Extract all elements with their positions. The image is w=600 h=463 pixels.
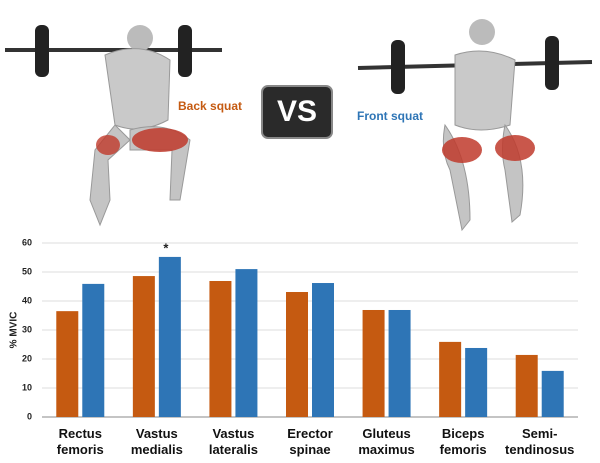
bar	[82, 283, 105, 417]
legend-entry: Front squat	[357, 109, 423, 123]
y-tick-label: 40	[22, 295, 32, 305]
vs-label: VS	[277, 95, 317, 128]
vs-box	[261, 85, 333, 139]
annotation: *	[163, 240, 169, 255]
bar	[56, 311, 79, 417]
bar	[541, 370, 564, 417]
bar	[158, 256, 181, 417]
y-tick-label: 50	[22, 266, 32, 276]
bar	[388, 309, 411, 417]
bar	[515, 354, 538, 417]
bar	[132, 276, 155, 417]
back-squat-figure	[5, 25, 222, 227]
bar	[312, 283, 334, 417]
x-tick-label: Gluteus maximus	[358, 426, 415, 457]
x-tick-label: Vastus medialis	[130, 426, 183, 457]
x-tick-label: Erector spinae	[287, 426, 333, 457]
bar	[209, 280, 232, 417]
x-tick-label: Vastus lateralis	[208, 426, 258, 457]
bar	[465, 347, 488, 417]
x-tick-label: Biceps femoris	[439, 426, 487, 457]
front-squat-figure	[357, 19, 593, 232]
bar	[439, 341, 462, 417]
bar	[286, 292, 308, 417]
y-tick-label: 60	[22, 237, 32, 247]
bar	[235, 269, 258, 417]
bar	[362, 309, 385, 417]
x-tick-label: Semi-tendinosus	[505, 426, 575, 457]
y-tick-label: 30	[22, 324, 32, 334]
y-tick-label: 0	[27, 411, 32, 421]
legend-entry: Back squat	[178, 99, 242, 113]
y-tick-label: 10	[22, 382, 32, 392]
y-axis-label: % MVIC	[9, 312, 20, 349]
x-tick-label: Rectus femoris	[56, 426, 104, 457]
y-tick-label: 20	[22, 353, 32, 363]
